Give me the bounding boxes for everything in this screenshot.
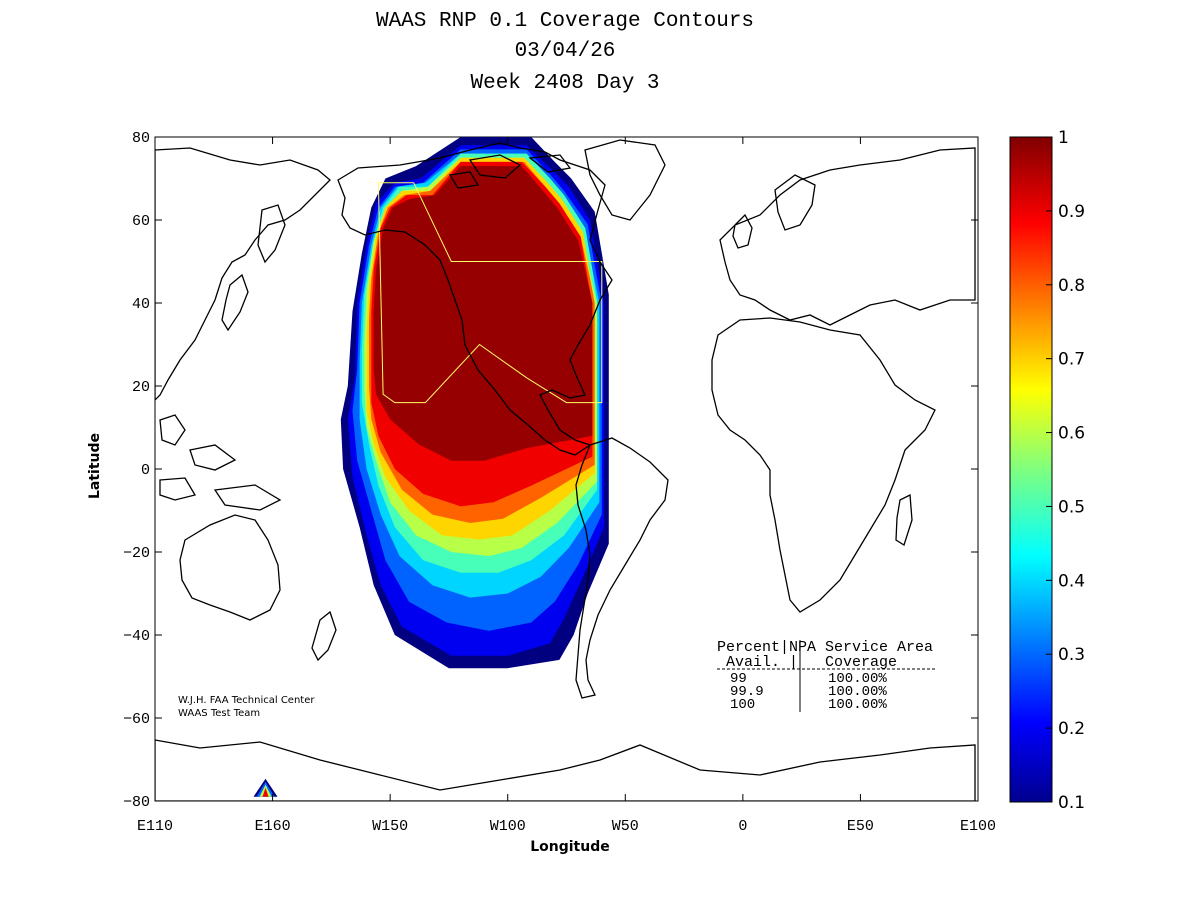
x-tick-label: E50 [847,818,874,835]
colorbar [1009,136,1053,803]
coastline-kamchatka [257,204,286,264]
y-axis: 80 60 40 20 0 −20 −40 −60 −80 [123,130,978,811]
x-axis: E110 E160 W150 W100 W50 0 E50 E100 [137,137,996,835]
y-tick-label: 0 [141,462,150,479]
y-tick-label: −60 [123,711,150,728]
coastline-arctic-islands [448,154,572,189]
chart-title-line-1: WAAS RNP 0.1 Coverage Contours [376,10,754,33]
x-tick-label: E100 [960,818,996,835]
colorbar-tick-label: 0.3 [1058,645,1085,665]
coastline-japan [221,273,249,332]
coverage-contours [253,137,609,797]
credit-line-1: W.J.H. FAA Technical Center [178,695,315,706]
coastline-scandinavia [774,174,816,231]
x-tick-label: W50 [612,818,639,835]
coastline-asia-east [155,147,331,401]
service-area-boundary [377,182,603,404]
coastline-africa [711,317,936,613]
coastline-australia [179,514,281,621]
legend-row-avail: 100 [730,697,755,713]
y-axis-label: Latitude [87,433,103,499]
colorbar-tick-label: 0.9 [1058,202,1085,222]
coastline-uk [732,213,753,249]
y-tick-label: 80 [132,130,150,147]
y-tick-label: −40 [123,628,150,645]
legend-row-coverage: 100.00% [828,671,887,687]
colorbar-tick-label: 0.7 [1058,350,1085,370]
colorbar-tick-label: 0.5 [1058,497,1085,517]
legend-header-line-1: Percent|NPA Service Area [717,639,933,656]
coastline-new-zealand [311,610,337,662]
chart-title-line-3: Week 2408 Day 3 [470,72,659,95]
x-tick-label: E110 [137,818,173,835]
coastline-north-america [337,142,613,456]
coastline-greenland [584,139,666,221]
coverage-legend: Percent|NPA Service Area Avail. | Covera… [717,639,935,713]
colorbar-tick-label: 0.6 [1058,424,1085,444]
y-tick-label: −20 [123,545,150,562]
coastline-madagascar [895,493,913,546]
legend-row-coverage: 100.00% [828,697,887,713]
y-tick-label: 40 [132,296,150,313]
y-tick-label: 60 [132,213,150,230]
legend-row-avail: 99.9 [730,684,764,700]
colorbar-tick-label: 0.2 [1058,719,1085,739]
coastline-sea-islands [159,414,282,511]
coastline-south-america [575,437,669,699]
x-tick-label: W150 [372,818,408,835]
chart-title-line-2: 03/04/26 [515,40,616,63]
secondary-coverage-blob-3 [262,787,269,797]
colorbar-tick-label: 0.8 [1058,276,1085,296]
world-map-outline [155,139,976,801]
coverage-contour-level-9 [373,166,593,461]
x-axis-label: Longitude [530,839,610,855]
x-tick-label: 0 [738,818,747,835]
legend-header-line-2: Avail. | Coverage [717,654,897,671]
colorbar-ticks: 1 0.9 0.8 0.7 0.6 0.5 0.4 0.3 0.2 0.1 [1046,128,1085,813]
x-tick-label: W100 [490,818,526,835]
legend-row-avail: 99 [730,671,747,687]
y-tick-label: 20 [132,379,150,396]
colorbar-tick-label: 0.4 [1058,571,1085,591]
credit-line-2: WAAS Test Team [178,708,260,719]
coastline-antarctica [155,739,976,801]
y-tick-label: −80 [123,794,150,811]
x-tick-label: E160 [255,818,291,835]
coastline-europe [719,147,976,326]
colorbar-tick-label: 0.1 [1058,793,1085,813]
legend-row-coverage: 100.00% [828,684,887,700]
colorbar-tick-label: 1 [1058,128,1069,148]
